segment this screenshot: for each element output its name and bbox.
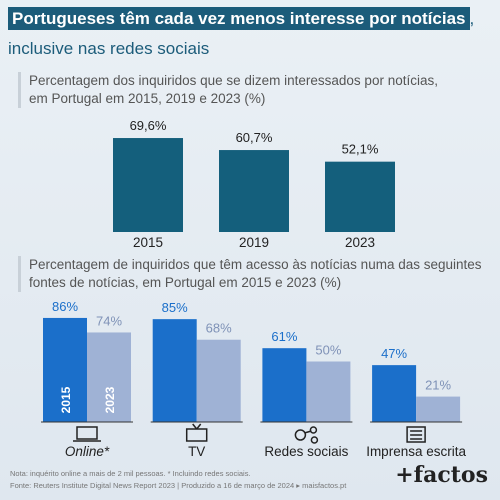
footer-source: Fonte: Reuters Institute Digital News Re… bbox=[10, 481, 347, 490]
icon-part bbox=[76, 426, 98, 440]
icon-part bbox=[406, 426, 426, 443]
legend-label: 2015 bbox=[59, 386, 73, 413]
icon-part bbox=[192, 423, 198, 430]
value-label: 68% bbox=[206, 321, 232, 336]
chart-subtitle: Percentagem dos inquiridos que se dizem … bbox=[18, 72, 449, 108]
category-icon bbox=[73, 426, 101, 442]
icon-part bbox=[310, 436, 319, 444]
bar bbox=[372, 365, 417, 422]
bar bbox=[262, 348, 307, 422]
category-icon bbox=[185, 423, 208, 442]
x-tick-label: 2023 bbox=[345, 235, 375, 250]
value-label: 21% bbox=[425, 378, 451, 393]
title-highlight: Portugueses têm cada vez menos interesse… bbox=[8, 7, 470, 30]
x-tick-label: Online* bbox=[65, 444, 110, 459]
x-tick-label: 2015 bbox=[133, 235, 163, 250]
title-rest: , inclusive nas redes sociais bbox=[8, 9, 475, 58]
legend-label: 2023 bbox=[103, 386, 117, 413]
icon-part bbox=[309, 426, 318, 434]
logo: +factos bbox=[395, 462, 488, 488]
bar bbox=[152, 319, 197, 422]
icon-part bbox=[196, 423, 202, 430]
value-label: 52,1% bbox=[342, 142, 379, 157]
value-label: 60,7% bbox=[236, 130, 273, 145]
value-label: 74% bbox=[96, 313, 122, 328]
title: Portugueses têm cada vez menos interesse… bbox=[8, 4, 478, 64]
x-tick-label: TV bbox=[188, 444, 205, 459]
bar bbox=[196, 339, 241, 422]
value-label: 47% bbox=[381, 346, 407, 361]
value-label: 61% bbox=[271, 329, 297, 344]
icon-part bbox=[294, 429, 307, 441]
x-tick-label: Redes sociais bbox=[264, 444, 348, 459]
category-icon bbox=[294, 426, 319, 444]
value-label: 69,6% bbox=[130, 118, 167, 133]
bar bbox=[416, 396, 461, 422]
icon-part bbox=[304, 430, 312, 434]
value-label: 85% bbox=[162, 300, 188, 315]
bar bbox=[87, 332, 131, 422]
bar bbox=[219, 150, 289, 232]
value-label: 50% bbox=[315, 343, 341, 358]
value-label: 86% bbox=[52, 299, 78, 314]
bar bbox=[113, 138, 183, 232]
bar bbox=[306, 361, 351, 422]
x-tick-label: 2019 bbox=[239, 235, 269, 250]
footer-note: Nota: inquérito online a mais de 2 mil p… bbox=[10, 469, 251, 478]
icon-part bbox=[185, 428, 208, 442]
x-tick-label: Imprensa escrita bbox=[366, 444, 466, 459]
bar bbox=[43, 317, 87, 422]
bar bbox=[325, 161, 395, 232]
chart-subtitle: Percentagem de inquiridos que têm acesso… bbox=[18, 256, 499, 292]
category-icon bbox=[406, 426, 426, 443]
